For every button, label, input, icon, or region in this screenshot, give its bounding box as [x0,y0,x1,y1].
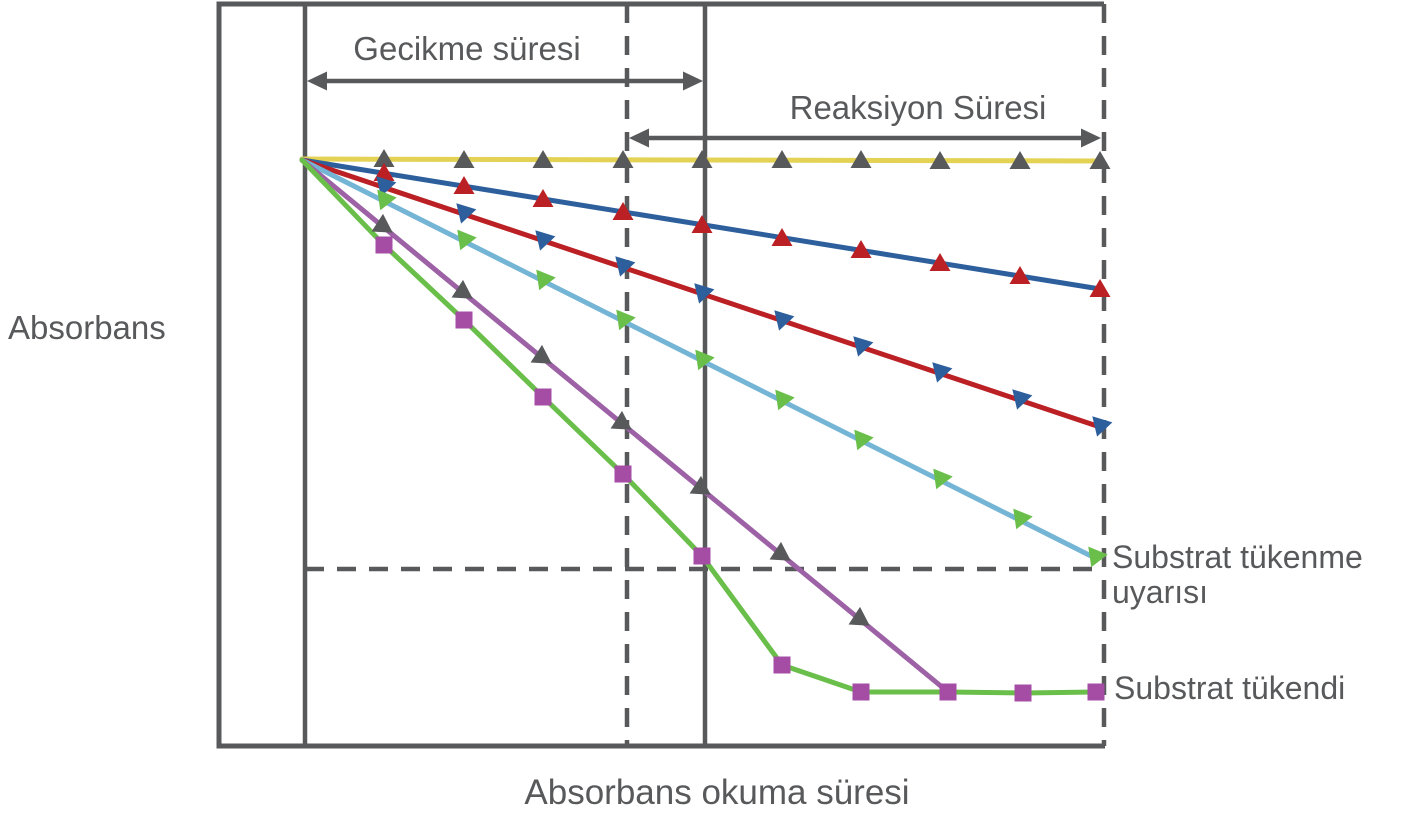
lag-time-label: Gecikme süresi [353,30,581,67]
y-axis-label: Absorbans [8,309,166,346]
reaction-time-label: Reaksiyon Süresi [789,89,1047,126]
substrate-warning-label: Substrat tükenme uyarısı [1112,540,1363,609]
substrate-warning-line1: Substrat tükenme [1112,539,1363,575]
substrate-depleted-label: Substrat tükendi [1114,670,1346,706]
x-axis-label: Absorbans okuma süresi [524,773,910,812]
substrate-warning-line2: uyarısı [1112,573,1209,610]
